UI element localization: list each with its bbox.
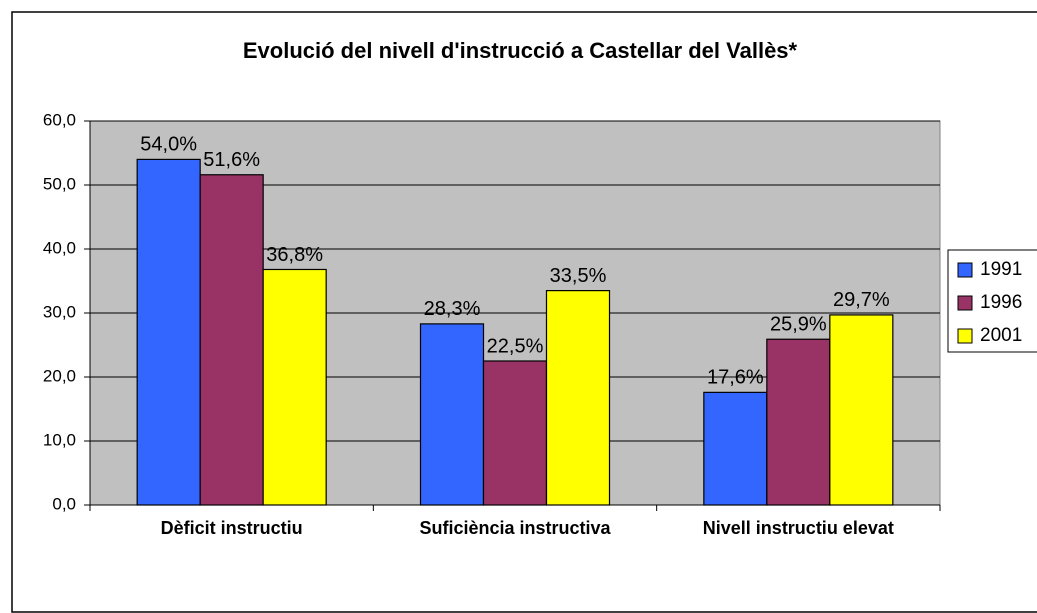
data-label: 51,6% — [203, 149, 260, 171]
legend-swatch — [957, 328, 973, 344]
bar — [482, 360, 548, 506]
bar — [829, 314, 894, 506]
bar — [703, 391, 768, 506]
bar — [136, 158, 201, 506]
legend-swatch — [957, 262, 973, 278]
data-label: 25,9% — [770, 314, 827, 336]
legend-label: 1996 — [980, 292, 1022, 313]
x-tick-label: Suficiència instructiva — [419, 518, 611, 538]
x-tick-label-box: Nivell instructiu elevat — [702, 518, 894, 538]
data-label: 29,7% — [833, 289, 890, 311]
y-tick-label: 30,0 — [43, 302, 76, 321]
x-tick-label: Dèficit instructiu — [160, 518, 303, 538]
data-label: 22,5% — [487, 335, 544, 357]
bar — [766, 338, 831, 506]
data-label: 36,8% — [266, 244, 323, 266]
legend-label: 2001 — [980, 325, 1022, 346]
y-tick-label: 60,0 — [43, 110, 76, 129]
y-tick-label: 40,0 — [43, 238, 76, 257]
bar — [419, 323, 485, 506]
bar — [545, 290, 611, 506]
data-label: 54,0% — [140, 134, 197, 156]
data-label: 33,5% — [550, 265, 607, 287]
legend-swatch — [957, 295, 973, 311]
legend-label: 1991 — [980, 259, 1022, 280]
x-tick-label: Nivell instructiu elevat — [702, 518, 894, 538]
chart-title: Evolució del nivell d'instrucció a Caste… — [243, 38, 798, 63]
y-tick-label: 50,0 — [43, 174, 76, 193]
bar — [262, 268, 327, 506]
data-label: 17,6% — [707, 367, 764, 389]
y-tick-label: 0,0 — [52, 494, 76, 513]
data-label: 28,3% — [424, 298, 481, 320]
y-tick-label: 20,0 — [43, 366, 76, 385]
bar — [199, 174, 264, 506]
x-tick-label-box: Dèficit instructiu — [160, 518, 303, 538]
x-tick-label-box: Suficiència instructiva — [419, 518, 611, 538]
y-tick-label: 10,0 — [43, 430, 76, 449]
